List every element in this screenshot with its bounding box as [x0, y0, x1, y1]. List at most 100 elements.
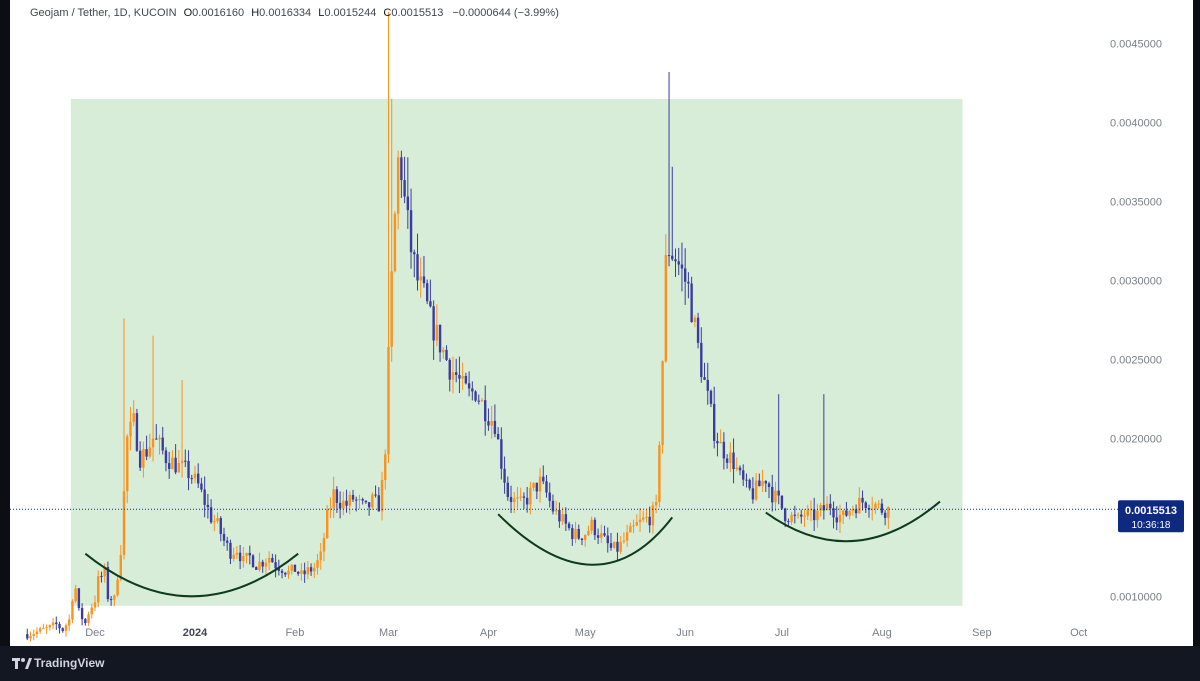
candle-body — [777, 490, 780, 496]
candle — [538, 467, 542, 503]
candle-body — [100, 576, 103, 578]
candle — [748, 478, 751, 491]
candle-body — [374, 494, 377, 496]
candle-body — [409, 210, 413, 253]
candle-body — [138, 450, 142, 468]
candle-body — [754, 480, 758, 500]
candle — [164, 447, 168, 472]
candle-body — [200, 483, 203, 490]
candle-body — [106, 567, 110, 600]
candle-body — [671, 255, 674, 260]
x-tick-label: Sep — [972, 627, 992, 639]
candle-body — [448, 359, 451, 380]
candle-body — [451, 372, 455, 380]
candle — [606, 527, 609, 553]
candle-body — [42, 628, 45, 630]
candle-body — [706, 379, 709, 391]
candle-body — [812, 509, 816, 521]
candle-body — [393, 213, 397, 272]
candlestick-chart[interactable]: 0.0045000 0.0040000 0.0035000 0.0030000 0.00… — [10, 0, 1193, 646]
candle — [690, 276, 693, 323]
candle-body — [74, 588, 77, 602]
candle — [48, 624, 52, 631]
candle — [113, 594, 116, 607]
candle-body — [522, 496, 526, 498]
candle-body — [513, 498, 516, 503]
candle — [551, 494, 555, 515]
candle — [71, 599, 74, 624]
legend-open-label: O — [183, 7, 193, 19]
candle — [348, 491, 351, 515]
rounded-bottom-arc[interactable] — [497, 513, 674, 566]
candle — [554, 500, 558, 516]
candle-body — [851, 509, 855, 511]
candle — [58, 621, 61, 634]
candle — [613, 541, 616, 549]
candle-body — [435, 324, 439, 341]
candle — [155, 424, 158, 440]
candle-body — [529, 487, 532, 505]
candle — [716, 432, 719, 457]
candle — [413, 249, 416, 278]
candle-body — [229, 542, 232, 559]
candle-body — [471, 388, 474, 392]
candle-body — [158, 437, 161, 440]
candle-body — [422, 276, 426, 284]
candle-body — [174, 457, 177, 473]
candle-body — [271, 557, 274, 563]
candle-body — [122, 491, 126, 556]
candle-body — [251, 555, 255, 568]
candle-body — [622, 540, 626, 542]
rounded-bottom-arc[interactable] — [84, 552, 299, 598]
candle-body — [584, 535, 587, 541]
candle-body — [548, 492, 551, 501]
last-price-label[interactable]: 0.0015513 10:36:18 — [1118, 500, 1184, 533]
tradingview-logo-icon[interactable] — [12, 657, 32, 670]
tradingview-brand[interactable]: TradingView — [34, 656, 105, 670]
candle — [561, 507, 564, 526]
candle-body — [429, 301, 432, 307]
candle-body — [506, 482, 509, 497]
candle-body — [558, 509, 561, 522]
candle-body — [390, 271, 393, 347]
candle — [445, 345, 448, 362]
candle — [877, 500, 880, 510]
candle-body — [822, 505, 826, 511]
legend-close-value: 0.0015513 — [391, 7, 444, 19]
candle-body — [713, 403, 716, 441]
candle-body — [180, 460, 184, 464]
candle-body — [677, 261, 680, 265]
candle-body — [216, 518, 219, 522]
candle-body — [848, 510, 851, 516]
candle-body — [416, 254, 419, 281]
candle-body — [35, 631, 39, 635]
candle — [138, 441, 142, 472]
candle — [161, 426, 164, 455]
candle — [732, 438, 735, 484]
candle — [642, 510, 645, 523]
candle — [425, 279, 429, 305]
consolidation-zone[interactable] — [70, 98, 963, 606]
candle — [887, 506, 890, 530]
chart-area[interactable]: 0.0045000 0.0040000 0.0035000 0.0030000 0.00… — [10, 0, 1193, 646]
candle — [629, 522, 632, 533]
x-tick-label: Jul — [775, 627, 789, 639]
rounded-bottom-arc[interactable] — [765, 500, 941, 543]
candle — [409, 188, 413, 269]
candle-body — [751, 488, 755, 500]
candle — [735, 457, 738, 472]
candle — [467, 371, 471, 397]
candle — [293, 564, 297, 572]
candle-body — [367, 502, 371, 508]
candle-body — [387, 346, 390, 455]
candle-body — [874, 503, 877, 509]
candle-body — [209, 507, 213, 523]
candle-body — [303, 570, 306, 575]
candle-body — [845, 510, 848, 516]
candle — [796, 512, 800, 519]
candle — [713, 386, 716, 449]
candle-body — [603, 533, 606, 536]
candle-body — [109, 599, 113, 601]
candle — [535, 482, 539, 500]
candle — [90, 603, 93, 619]
